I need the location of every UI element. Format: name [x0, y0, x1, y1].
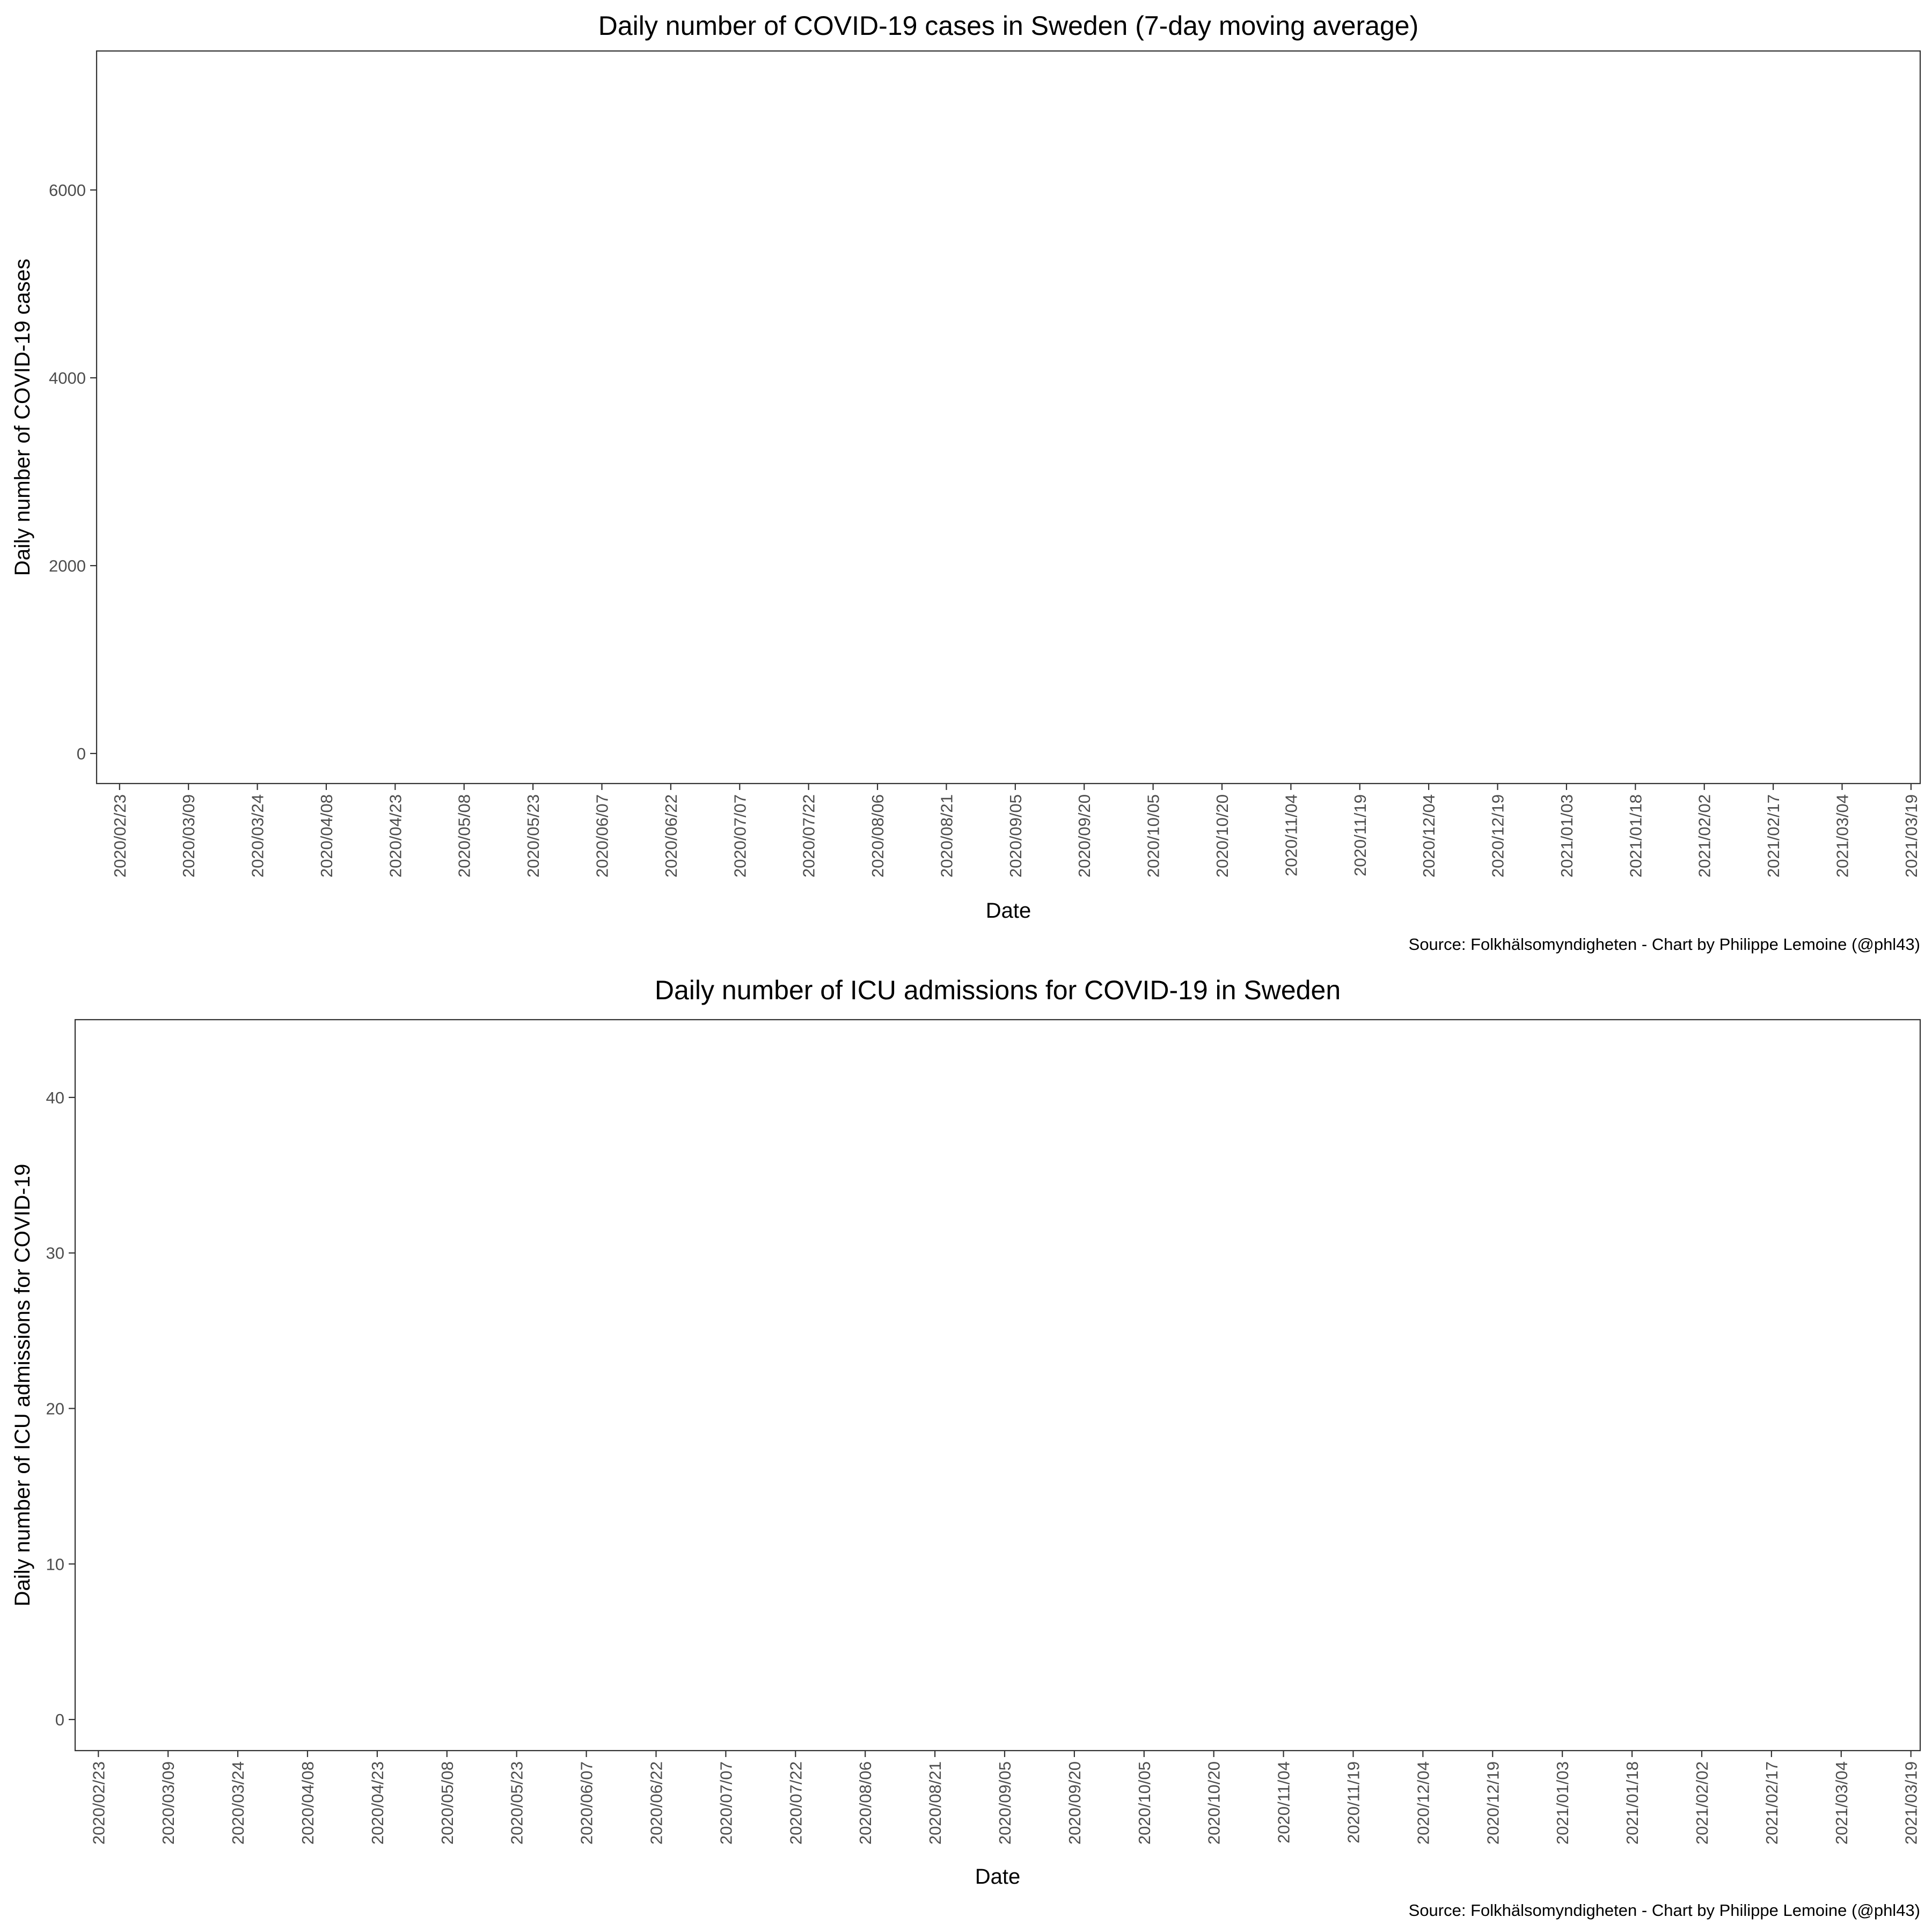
x-axis-title: Date	[986, 899, 1031, 923]
y-tick-label: 30	[46, 1244, 64, 1263]
x-tick-label: 2021/01/18	[1626, 794, 1645, 877]
x-tick-label: 2020/02/23	[111, 794, 129, 877]
x-tick-label: 2020/08/21	[926, 1761, 945, 1845]
x-tick-label: 2020/10/05	[1144, 794, 1163, 877]
source-caption: Source: Folkhälsomyndigheten - Chart by …	[1409, 935, 1920, 954]
x-tick-label: 2020/10/20	[1205, 1761, 1224, 1845]
x-tick-label: 2020/12/19	[1489, 794, 1507, 877]
x-tick-label: 2020/05/08	[438, 1761, 457, 1845]
chart-title: Daily number of ICU admissions for COVID…	[655, 975, 1341, 1005]
x-tick-label: 2020/06/22	[647, 1761, 665, 1845]
y-tick-label: 0	[55, 1710, 64, 1729]
x-tick-label: 2021/01/18	[1623, 1761, 1642, 1845]
x-tick-label: 2020/11/19	[1351, 794, 1370, 876]
x-tick-label: 2020/03/24	[248, 794, 267, 877]
x-tick-label: 2020/05/08	[455, 794, 474, 877]
x-tick-label: 2021/03/19	[1902, 1761, 1921, 1845]
x-tick-label: 2020/07/07	[716, 1761, 735, 1845]
x-tick-label: 2020/11/04	[1275, 1761, 1293, 1843]
y-axis-title: Daily number of COVID-19 cases	[11, 259, 34, 576]
x-tick-label: 2020/03/09	[179, 794, 198, 877]
plot-border	[74, 1019, 1921, 1752]
icu-chart: 2020/02/23 2020/03/09 2020/03/24 2020/04/08…	[11, 975, 1921, 1920]
x-tick-label: 2021/01/03	[1553, 1761, 1572, 1845]
x-axis-title: Date	[975, 1865, 1021, 1889]
y-axis-title: Daily number of ICU admissions for COVID…	[11, 1164, 34, 1607]
x-tick-label: 2020/08/21	[937, 794, 956, 877]
x-tick-label: 2020/04/23	[368, 1761, 387, 1845]
x-tick-label: 2020/04/08	[298, 1761, 317, 1845]
x-tick-label: 2020/06/07	[593, 794, 612, 877]
cases-chart: 2020/02/23 2020/03/09 2020/03/24 2020/04/08…	[11, 11, 1921, 954]
plot-border	[96, 50, 1921, 785]
x-tick-label: 2020/04/08	[317, 794, 336, 877]
y-tick-label: 20	[46, 1399, 64, 1418]
x-tick-label: 2021/02/17	[1762, 1761, 1781, 1845]
x-tick-label: 2020/06/22	[662, 794, 680, 877]
x-tick-label: 2020/12/04	[1414, 1761, 1432, 1845]
x-tick-label: 2020/10/05	[1135, 1761, 1154, 1845]
source-caption: Source: Folkhälsomyndigheten - Chart by …	[1409, 1901, 1920, 1920]
x-tick-label: 2020/04/23	[386, 794, 405, 877]
x-tick-label: 2020/02/23	[89, 1761, 108, 1845]
x-tick-label: 2020/08/06	[868, 794, 887, 877]
x-tick-label: 2020/09/20	[1065, 1761, 1084, 1845]
x-tick-label: 2020/07/07	[730, 794, 749, 877]
x-tick-label: 2021/02/02	[1693, 1761, 1711, 1845]
x-tick-label: 2020/07/22	[800, 794, 818, 877]
x-tick-label: 2020/03/24	[229, 1761, 247, 1845]
x-tick-label: 2020/09/20	[1075, 794, 1094, 877]
y-tick-label: 6000	[49, 181, 86, 200]
x-tick-label: 2021/03/19	[1902, 794, 1921, 877]
x-tick-label: 2020/11/04	[1282, 794, 1300, 876]
x-tick-label: 2020/07/22	[786, 1761, 805, 1845]
y-tick-label: 0	[77, 744, 86, 763]
x-tick-label: 2020/09/05	[1006, 794, 1025, 877]
x-tick-label: 2020/06/07	[577, 1761, 596, 1845]
y-tick-label: 4000	[49, 369, 86, 387]
x-tick-label: 2021/02/17	[1764, 794, 1783, 877]
x-tick-label: 2020/12/04	[1419, 794, 1438, 877]
x-tick-label: 2020/09/05	[996, 1761, 1014, 1845]
chart-title: Daily number of COVID-19 cases in Sweden…	[598, 11, 1418, 41]
x-tick-label: 2020/08/06	[856, 1761, 875, 1845]
x-tick-label: 2020/05/23	[508, 1761, 526, 1845]
x-tick-label: 2021/03/04	[1832, 1761, 1851, 1845]
x-tick-label: 2021/02/02	[1695, 794, 1714, 877]
y-tick-label: 2000	[49, 557, 86, 575]
x-tick-label: 2020/03/09	[159, 1761, 178, 1845]
x-tick-label: 2021/01/03	[1557, 794, 1576, 877]
y-tick-label: 10	[46, 1555, 64, 1574]
y-tick-label: 40	[46, 1088, 64, 1107]
x-tick-label: 2020/12/19	[1483, 1761, 1502, 1845]
x-tick-label: 2020/11/19	[1344, 1761, 1363, 1843]
x-tick-label: 2020/10/20	[1213, 794, 1232, 877]
x-tick-label: 2020/05/23	[524, 794, 543, 877]
x-tick-label: 2021/03/04	[1833, 794, 1851, 877]
